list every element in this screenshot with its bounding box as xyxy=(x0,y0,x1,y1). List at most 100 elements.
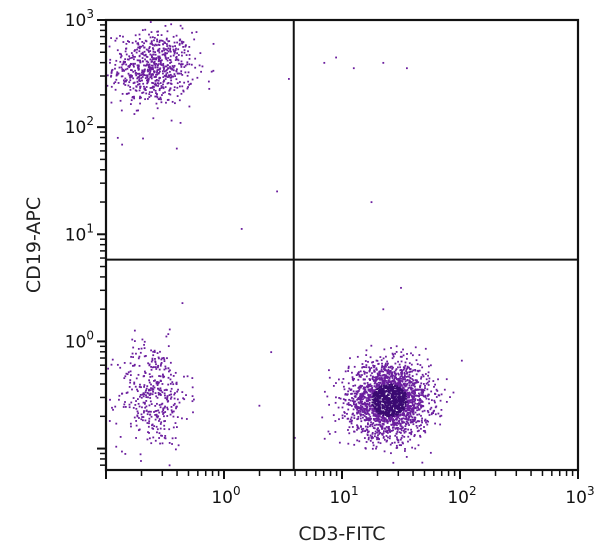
data-point xyxy=(375,407,378,410)
data-point xyxy=(375,409,378,412)
data-point xyxy=(115,73,118,76)
data-point xyxy=(115,422,118,425)
data-point xyxy=(385,369,388,372)
data-point xyxy=(341,406,344,409)
data-point xyxy=(125,63,128,66)
data-point xyxy=(391,368,394,370)
data-point xyxy=(162,92,165,94)
data-point xyxy=(410,408,413,411)
data-point xyxy=(385,409,388,412)
data-point xyxy=(148,373,151,376)
data-point xyxy=(137,83,139,86)
data-point xyxy=(178,72,181,75)
data-point xyxy=(178,99,181,102)
data-point xyxy=(368,395,370,398)
data-point xyxy=(164,367,167,370)
data-point xyxy=(386,375,389,378)
data-point xyxy=(393,405,396,408)
data-point xyxy=(365,403,368,406)
y-tick-label: 103 xyxy=(65,7,94,31)
data-point xyxy=(119,366,122,369)
data-point xyxy=(375,388,378,391)
data-point xyxy=(154,57,157,60)
data-point xyxy=(167,57,170,59)
data-point xyxy=(157,63,160,66)
data-point xyxy=(167,74,170,77)
data-point xyxy=(162,68,165,71)
data-point xyxy=(399,392,402,395)
data-point xyxy=(150,442,153,445)
data-point xyxy=(364,396,367,399)
data-point xyxy=(347,367,350,370)
data-point xyxy=(173,52,176,55)
data-point xyxy=(332,385,335,387)
data-point xyxy=(137,373,140,376)
data-point xyxy=(406,388,409,391)
data-point xyxy=(347,370,350,372)
data-point xyxy=(388,414,391,416)
data-point xyxy=(145,405,148,408)
data-point xyxy=(182,90,185,93)
data-point xyxy=(149,36,152,39)
data-point xyxy=(405,397,407,400)
data-point xyxy=(117,72,120,75)
data-point xyxy=(355,393,358,396)
data-point xyxy=(412,382,415,385)
data-point xyxy=(357,417,360,420)
data-point xyxy=(401,388,404,390)
data-point xyxy=(401,390,404,393)
data-point xyxy=(200,70,203,73)
data-point xyxy=(390,375,393,377)
data-point xyxy=(111,406,113,409)
data-point xyxy=(402,417,405,420)
data-point xyxy=(372,409,375,412)
data-point xyxy=(404,391,407,394)
data-point xyxy=(400,355,403,358)
data-point xyxy=(145,400,148,402)
data-point xyxy=(132,62,135,65)
data-point xyxy=(350,393,352,395)
data-point xyxy=(166,415,169,417)
data-point xyxy=(403,431,406,434)
data-point xyxy=(403,373,406,375)
data-point xyxy=(157,79,160,82)
data-point xyxy=(404,393,407,396)
data-point xyxy=(349,388,352,391)
data-point xyxy=(147,78,150,80)
data-point xyxy=(377,429,379,432)
data-point xyxy=(159,379,162,382)
data-point xyxy=(405,423,408,426)
data-point xyxy=(126,373,129,376)
data-point xyxy=(449,396,451,398)
data-point xyxy=(402,386,404,389)
data-point xyxy=(369,356,372,359)
data-point xyxy=(157,48,160,51)
data-point xyxy=(119,56,122,59)
data-point xyxy=(146,98,149,100)
data-point xyxy=(135,352,137,355)
data-point xyxy=(155,62,158,65)
data-point xyxy=(174,448,177,451)
data-point xyxy=(153,86,155,88)
data-point xyxy=(348,420,351,423)
data-point xyxy=(364,371,366,374)
data-point xyxy=(370,366,373,369)
data-point xyxy=(121,392,124,395)
data-point xyxy=(195,31,198,33)
axis-ticks xyxy=(97,19,579,479)
data-point xyxy=(344,370,347,373)
data-point xyxy=(408,407,411,409)
data-point xyxy=(383,394,386,397)
data-point xyxy=(171,381,174,384)
data-point xyxy=(158,55,161,58)
data-point xyxy=(390,413,393,415)
data-point xyxy=(403,421,406,424)
data-point xyxy=(384,395,387,398)
data-point xyxy=(392,426,394,429)
data-point xyxy=(382,308,385,311)
data-point xyxy=(183,398,186,401)
data-point xyxy=(375,384,378,386)
data-point xyxy=(381,381,384,383)
data-point xyxy=(169,413,172,416)
data-point xyxy=(151,366,154,369)
